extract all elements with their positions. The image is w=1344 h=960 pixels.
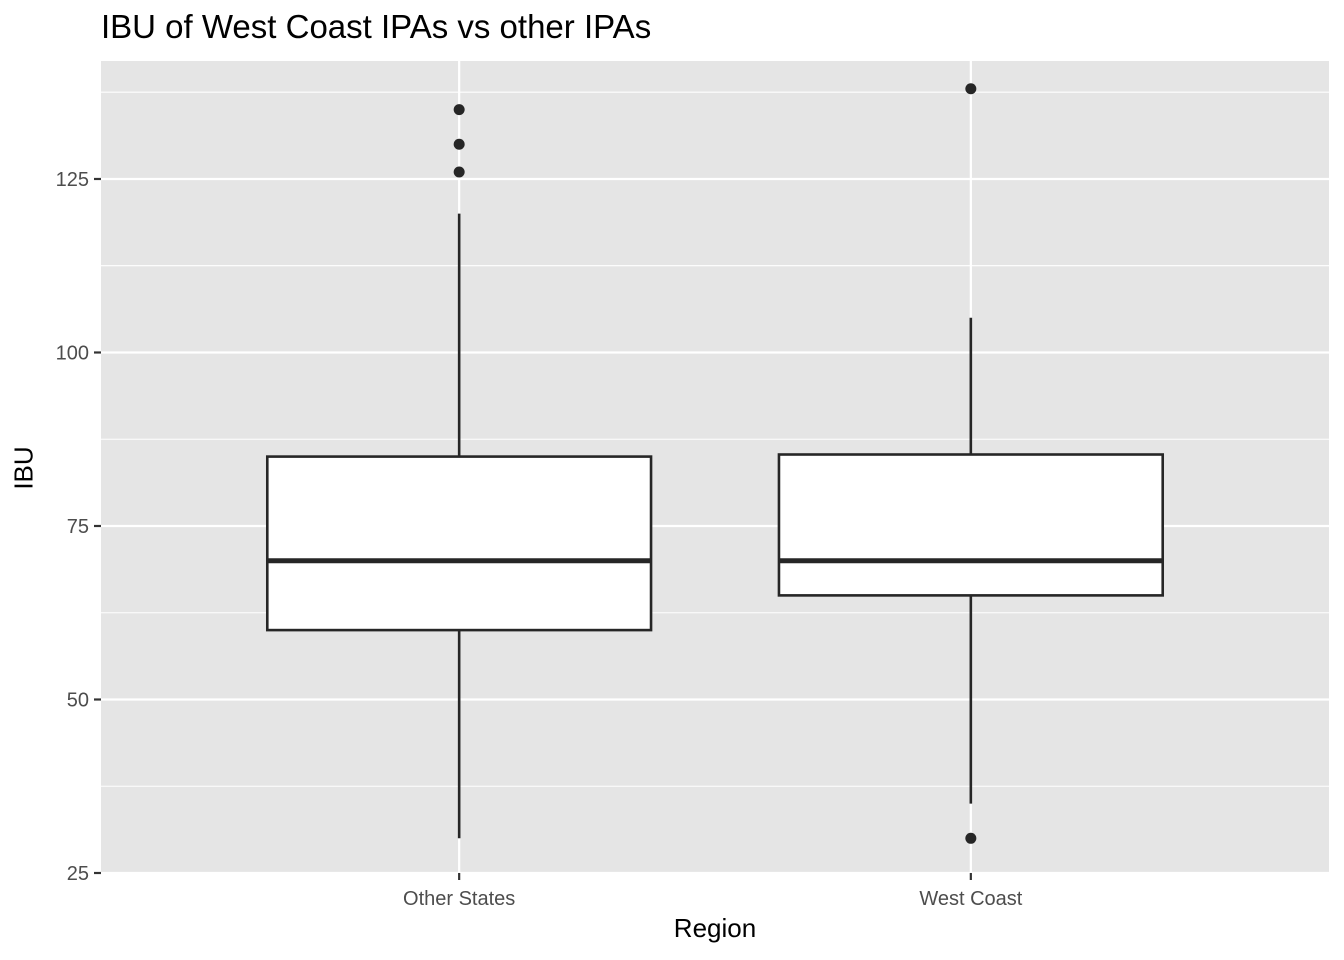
chart-title: IBU of West Coast IPAs vs other IPAs [101,8,652,45]
x-tick-label: West Coast [919,888,1022,910]
box-iqr [265,455,653,632]
outlier-point [453,138,465,150]
y-tick-label: 100 [56,342,89,364]
outlier-point [453,166,465,178]
outlier-point [965,832,977,844]
outlier-point [965,83,977,95]
outlier-point [453,104,465,116]
x-axis-label: Region [673,913,757,943]
x-tick-label: Other States [403,888,515,910]
y-axis-label: IBU [8,446,39,490]
y-tick-label: 25 [67,863,89,885]
box-iqr [777,453,1165,597]
y-tick-label: 75 [67,516,89,538]
y-tick-label: 50 [67,689,89,711]
y-tick-label: 125 [56,169,89,191]
